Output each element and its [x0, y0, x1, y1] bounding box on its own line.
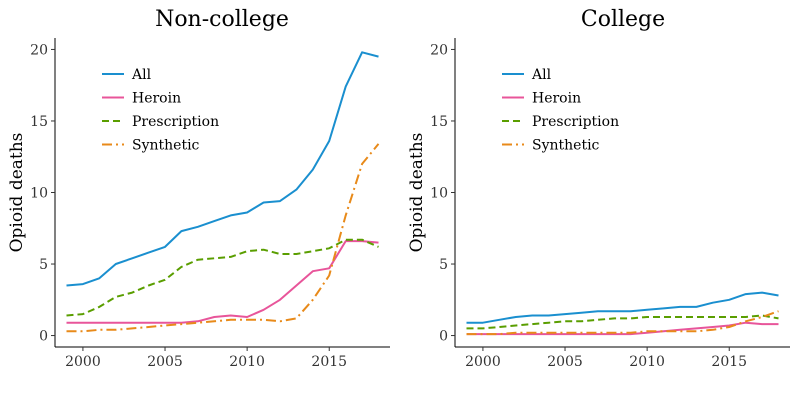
x-tick-label: 2005 — [147, 354, 183, 370]
chart-title: Non-college — [155, 7, 289, 32]
x-tick-label: 2000 — [465, 354, 501, 370]
y-tick-label: 15 — [430, 114, 448, 130]
y-tick-label: 5 — [39, 257, 48, 273]
series-line-heroin — [466, 321, 779, 336]
series-line-heroin — [66, 240, 379, 324]
legend-label: Prescription — [132, 114, 219, 130]
x-tick-label: 2010 — [229, 354, 265, 370]
series-line-synthetic — [466, 310, 779, 336]
series-line-synthetic — [66, 143, 380, 333]
x-tick-label: 2015 — [711, 354, 747, 370]
legend: All Heroin Prescription Synthetic — [102, 67, 219, 154]
x-tick-label: 2010 — [629, 354, 665, 370]
legend-label: Heroin — [532, 91, 581, 107]
legend-label: Synthetic — [132, 138, 200, 154]
y-axis-label: Opioid deaths — [407, 133, 427, 253]
legend-label: Prescription — [532, 114, 619, 130]
y-tick-label: 15 — [30, 114, 48, 130]
series-line-all — [466, 291, 779, 324]
legend-label: All — [531, 67, 552, 83]
y-tick-label: 10 — [30, 186, 48, 202]
legend: All Heroin Prescription Synthetic — [502, 67, 619, 154]
legend-label: Synthetic — [532, 138, 600, 154]
y-tick-label: 0 — [39, 329, 48, 345]
y-tick-label: 10 — [430, 186, 448, 202]
x-tick-label: 2005 — [547, 354, 583, 370]
chart-title: College — [581, 7, 665, 32]
series-line-prescription — [66, 238, 379, 317]
series-line-all — [66, 51, 379, 287]
y-tick-label: 20 — [430, 42, 448, 58]
y-axis-label: Opioid deaths — [7, 133, 27, 253]
x-tick-label: 2000 — [65, 354, 101, 370]
panel-0: Non-college Opioid deaths 0 5 10 15 20 2000 2005… — [7, 7, 390, 370]
series-line-prescription — [466, 314, 779, 330]
y-tick-label: 5 — [439, 257, 448, 273]
legend-label: Heroin — [132, 91, 181, 107]
legend-label: All — [131, 67, 152, 83]
panel-1: College Opioid deaths 0 5 10 15 20 2000 2005 2010… — [407, 7, 790, 370]
x-tick-label: 2015 — [311, 354, 347, 370]
y-tick-label: 20 — [30, 42, 48, 58]
y-tick-label: 0 — [439, 329, 448, 345]
